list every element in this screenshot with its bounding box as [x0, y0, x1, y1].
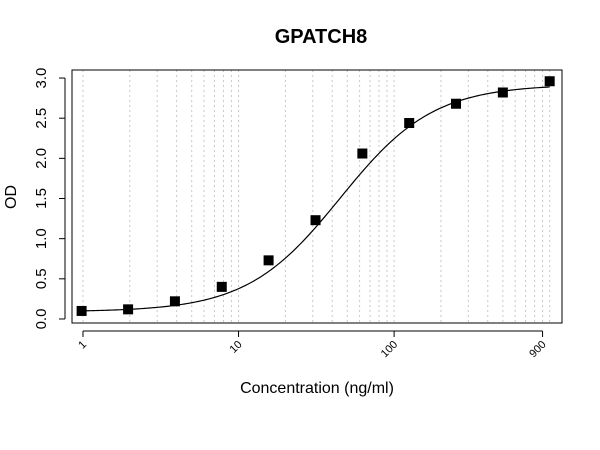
data-point: [357, 148, 368, 159]
y-tick-label: 3.0: [33, 68, 50, 89]
x-tick-label: 900: [527, 339, 548, 360]
x-axis-label: Concentration (ng/ml): [240, 380, 394, 397]
data-point: [216, 281, 227, 292]
y-tick-label: 2.0: [33, 148, 50, 169]
x-tick-label: 10: [228, 339, 245, 356]
y-tick-label: 2.5: [33, 108, 50, 129]
data-point: [76, 305, 87, 316]
data-point: [544, 76, 555, 87]
data-point: [310, 215, 321, 226]
x-tick-label: 100: [379, 339, 400, 360]
data-point: [123, 304, 134, 315]
x-tick-label: 1: [76, 339, 89, 352]
y-tick-label: 0.5: [33, 268, 50, 289]
chart-title: GPATCH8: [275, 26, 368, 48]
fit-curve: [81, 86, 550, 312]
data-point: [497, 87, 508, 98]
y-tick-label: 0.0: [33, 309, 50, 330]
data-point: [451, 98, 462, 109]
y-axis-label: OD: [3, 185, 20, 209]
data-point: [404, 118, 415, 129]
y-tick-label: 1.5: [33, 188, 50, 209]
data-point: [169, 296, 180, 307]
data-point: [263, 255, 274, 266]
y-axis: 0.0 0.5 1.0 1.5 2.0 2.5 3.0: [33, 68, 66, 330]
y-tick-label: 1.0: [33, 228, 50, 249]
x-axis: 1 10 100 900: [76, 330, 549, 360]
points-layer: [76, 76, 555, 316]
grid-layer: [82, 70, 551, 323]
plot-frame: [71, 69, 563, 324]
